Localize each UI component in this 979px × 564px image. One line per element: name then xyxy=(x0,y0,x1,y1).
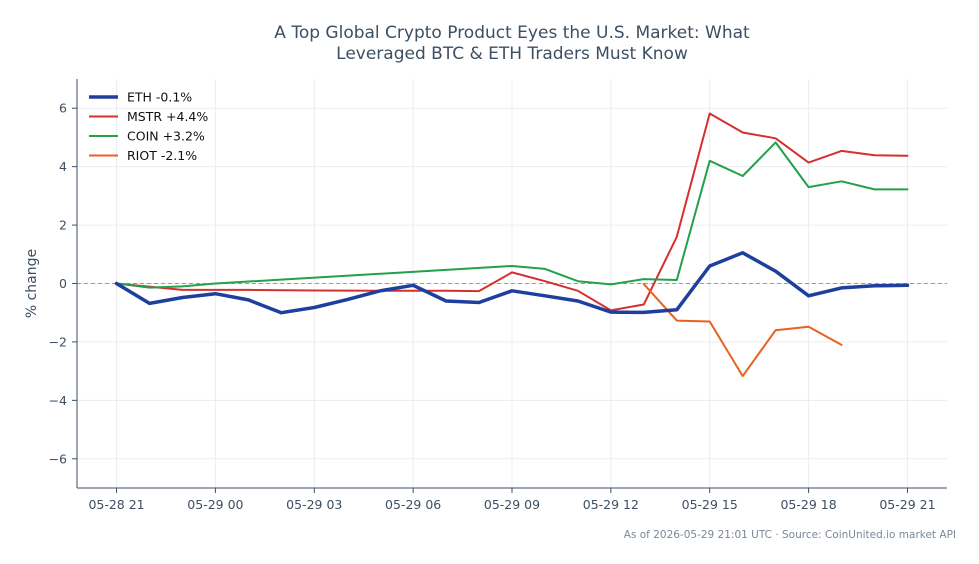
series-line-1 xyxy=(115,112,909,312)
x-tick-label-3: 05-29 06 xyxy=(385,497,441,512)
series-lines xyxy=(114,112,910,378)
legend-label-0: ETH -0.1% xyxy=(127,90,192,105)
legend: ETH -0.1% MSTR +4.4% COIN +3.2% RIOT -2.1% xyxy=(89,90,208,163)
footer-source: As of 2026-05-29 21:01 UTC · Source: Coi… xyxy=(624,529,956,541)
chart-title-line-2: Leveraged BTC & ETH Traders Must Know xyxy=(336,44,688,64)
y-tick-label-3: 0 xyxy=(59,276,67,291)
x-tick-label-1: 05-29 00 xyxy=(187,497,243,512)
x-tick-label-4: 05-29 09 xyxy=(484,497,540,512)
x-axis-ticks: 05-28 21 05-29 00 05-29 03 05-29 06 05-29 09… xyxy=(88,488,936,512)
y-axis-ticks: 6 4 2 0 −2 −4 −6 xyxy=(49,101,77,466)
x-tick-label-2: 05-29 03 xyxy=(286,497,342,512)
y-tick-label-6: −6 xyxy=(49,451,67,466)
legend-label-1: MSTR +4.4% xyxy=(127,109,208,124)
y-tick-label-5: −4 xyxy=(49,393,67,408)
x-tick-label-7: 05-29 18 xyxy=(780,497,836,512)
legend-label-3: RIOT -2.1% xyxy=(127,148,197,163)
y-tick-label-0: 6 xyxy=(59,101,67,116)
y-axis-label: % change xyxy=(24,249,40,318)
y-tick-label-4: −2 xyxy=(49,334,67,349)
x-tick-label-6: 05-29 15 xyxy=(682,497,738,512)
x-tick-label-8: 05-29 21 xyxy=(879,497,935,512)
series-line-2 xyxy=(115,141,909,289)
series-line-3 xyxy=(642,283,843,378)
y-tick-label-2: 2 xyxy=(59,218,67,233)
x-tick-label-5: 05-29 12 xyxy=(583,497,639,512)
chart-title: A Top Global Crypto Product Eyes the U.S… xyxy=(274,23,750,64)
legend-label-2: COIN +3.2% xyxy=(127,129,205,144)
chart-title-line-1: A Top Global Crypto Product Eyes the U.S… xyxy=(274,23,750,43)
x-tick-label-0: 05-28 21 xyxy=(88,497,144,512)
series-line-0 xyxy=(114,251,910,315)
y-tick-label-1: 4 xyxy=(59,159,67,174)
